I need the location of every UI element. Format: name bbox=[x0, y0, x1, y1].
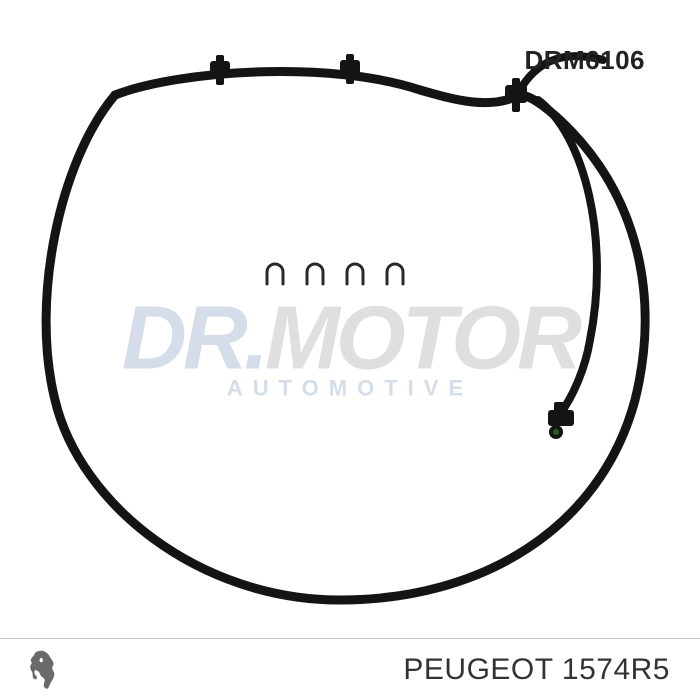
elbow-connector bbox=[548, 402, 574, 439]
product-card: DR.MOTOR AUTOMOTIVE bbox=[0, 0, 700, 700]
clip-icon bbox=[304, 258, 326, 286]
product-image bbox=[0, 0, 700, 700]
t-connector-left bbox=[210, 55, 230, 85]
footer-brand-logo bbox=[22, 648, 66, 692]
retaining-clips-group bbox=[264, 258, 406, 286]
part-number-overlay: DRM6106 bbox=[524, 45, 645, 76]
card-footer: PEUGEOT 1574R5 bbox=[0, 638, 700, 700]
clip-icon bbox=[384, 258, 406, 286]
footer-text: PEUGEOT 1574R5 bbox=[403, 653, 670, 687]
clip-icon bbox=[344, 258, 366, 286]
footer-brand-name: PEUGEOT bbox=[403, 653, 553, 686]
hose-top-segment bbox=[115, 71, 520, 102]
footer-sku: 1574R5 bbox=[562, 653, 670, 686]
clip-icon bbox=[264, 258, 286, 286]
peugeot-lion-icon bbox=[22, 648, 66, 692]
hose-main-loop bbox=[46, 95, 645, 600]
